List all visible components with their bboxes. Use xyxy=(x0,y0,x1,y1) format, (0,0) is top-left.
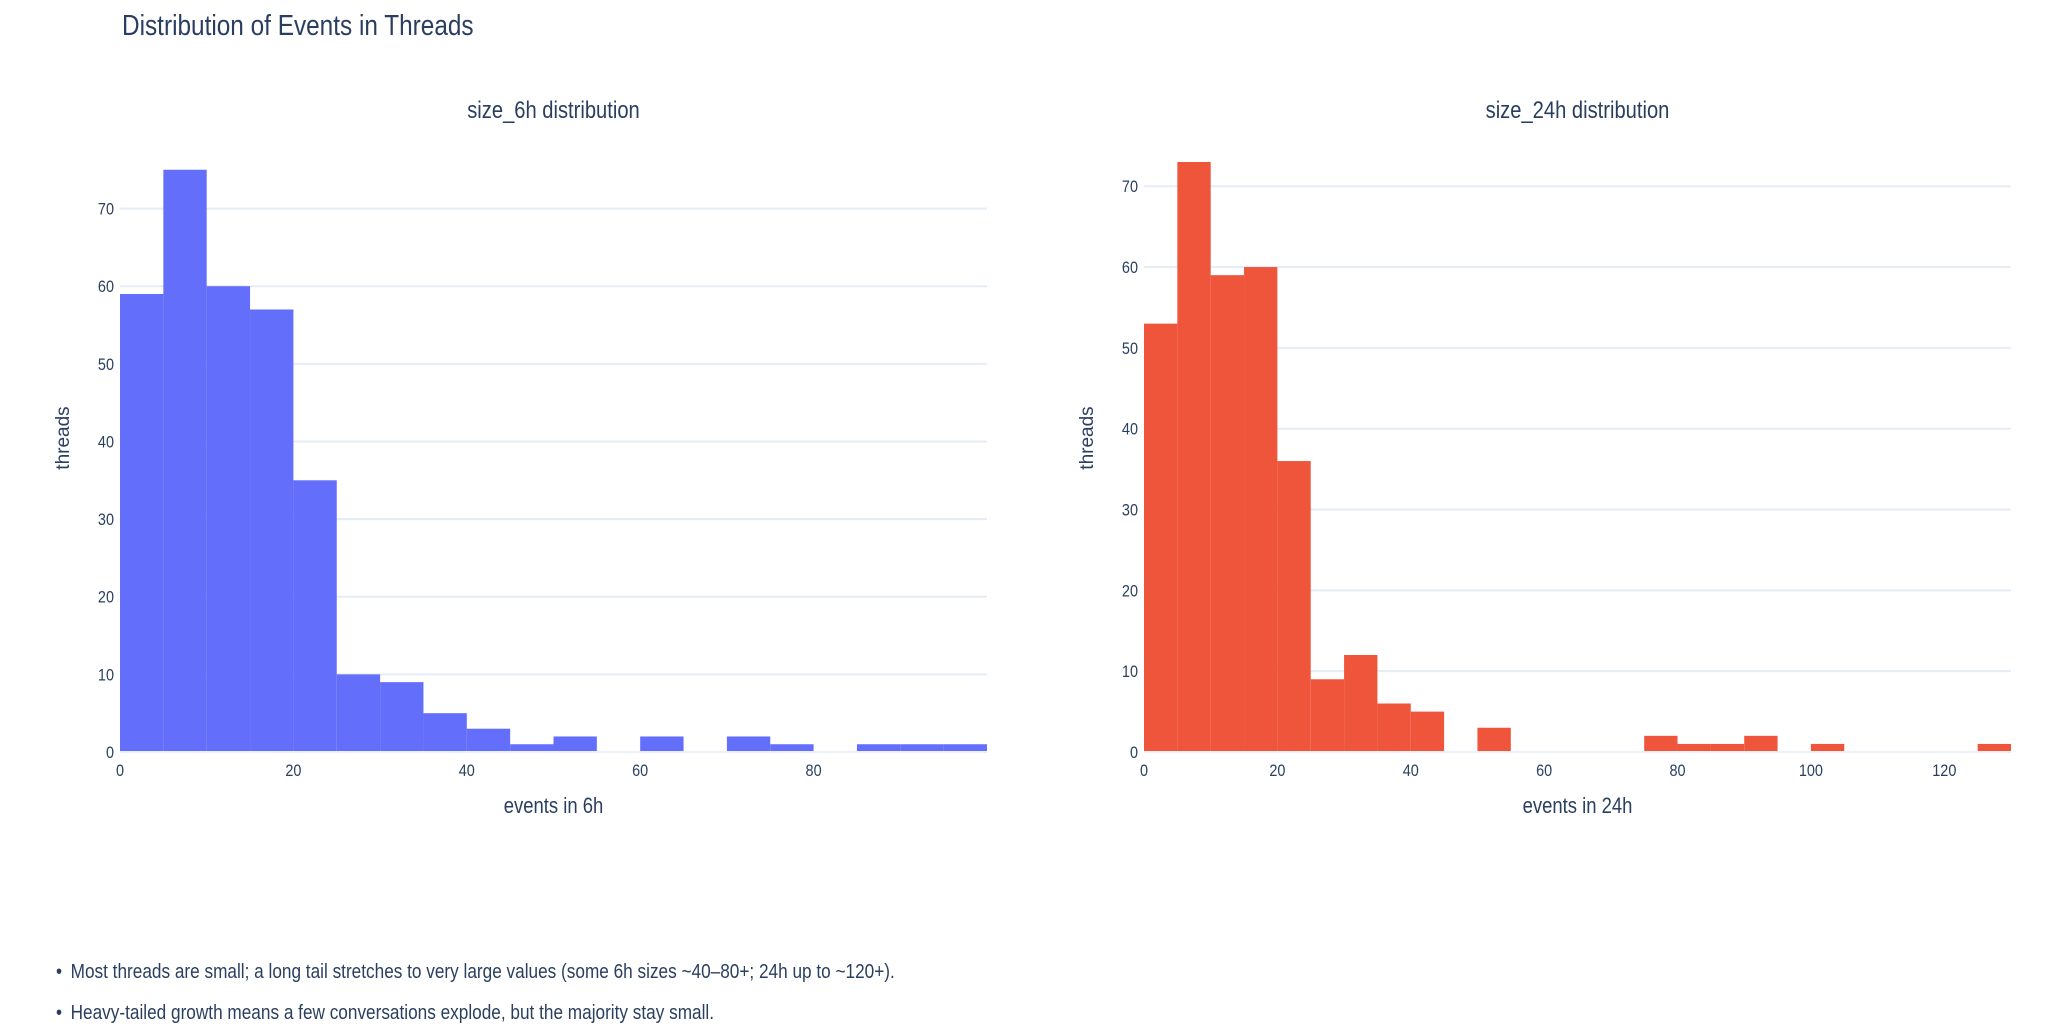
x-tick-label: 40 xyxy=(1403,762,1419,780)
y-tick-label: 40 xyxy=(98,433,114,451)
notes-list: Most threads are small; a long tail stre… xyxy=(56,952,1031,1034)
x-tick-label: 80 xyxy=(806,762,822,780)
chart-6h-svg: 0 10 20 30 40 50 60 70 0 20 40 60 80 size_6h distribu… xyxy=(53,96,987,819)
x-axis-label: events in 6h xyxy=(504,795,604,819)
x-tick-label: 0 xyxy=(116,762,124,780)
y-tick-label: 10 xyxy=(98,666,114,684)
chart-size-24h: 0 10 20 30 40 50 60 70 0 20 40 60 80 100 120 size_24h d… xyxy=(1024,80,2048,870)
histogram-bar xyxy=(726,736,771,752)
x-tick-label: 120 xyxy=(1932,762,1956,780)
x-tick-label: 60 xyxy=(632,762,648,780)
histogram-bar xyxy=(510,744,554,752)
y-tick-label: 30 xyxy=(1122,502,1138,520)
y-tick-label: 60 xyxy=(98,278,114,296)
y-axis-label: threads xyxy=(1077,406,1098,469)
histogram-bar xyxy=(1244,267,1278,752)
note-item: Heavy-tailed growth means a few conversa… xyxy=(56,993,895,1034)
x-tick-label: 100 xyxy=(1799,762,1823,780)
y-tick-label: 30 xyxy=(98,511,114,529)
histogram-bar xyxy=(1144,323,1178,752)
histogram-bar xyxy=(423,713,467,752)
y-tick-label: 70 xyxy=(98,201,114,219)
histogram-bar xyxy=(640,736,684,752)
histogram-bar xyxy=(1477,727,1511,752)
y-tick-label: 20 xyxy=(98,589,114,607)
y-tick-label: 0 xyxy=(1130,744,1138,762)
y-tick-label: 70 xyxy=(1122,178,1138,196)
y-tick-label: 50 xyxy=(1122,340,1138,358)
y-tick-label: 20 xyxy=(1122,582,1138,600)
histogram-bar xyxy=(1810,743,1845,752)
histogram-bar xyxy=(1744,735,1778,752)
y-tick-label: 40 xyxy=(1122,421,1138,439)
note-item: Most threads are small; a long tail stre… xyxy=(56,952,895,993)
chart-size-6h: 0 10 20 30 40 50 60 70 0 20 40 60 80 size_6h distribu… xyxy=(0,80,1024,870)
chart-title: size_24h distribution xyxy=(1486,96,1670,123)
y-tick-label: 60 xyxy=(1122,259,1138,277)
histogram-bar xyxy=(1710,743,1745,752)
x-tick-label: 80 xyxy=(1670,762,1686,780)
histogram-bar xyxy=(1377,703,1411,752)
histogram-bar xyxy=(943,744,987,752)
x-tick-label: 40 xyxy=(459,762,475,780)
histogram-bar xyxy=(1977,743,2011,752)
histogram-bar xyxy=(206,286,251,752)
y-tick-label: 0 xyxy=(106,744,114,762)
histogram-bar xyxy=(770,744,814,752)
histogram-bar xyxy=(120,293,164,752)
histogram-bar xyxy=(856,744,901,752)
y-tick-label: 10 xyxy=(1122,663,1138,681)
histogram-bar xyxy=(250,309,294,752)
histogram-bar xyxy=(336,674,381,752)
histogram-bar xyxy=(163,169,207,752)
histogram-bar xyxy=(466,728,511,752)
x-axis-label: events in 24h xyxy=(1523,795,1633,819)
chart-title: size_6h distribution xyxy=(467,96,640,123)
histogram-bar xyxy=(1277,461,1311,752)
histogram-bar xyxy=(1210,275,1245,752)
x-tick-label: 20 xyxy=(285,762,301,780)
x-tick-label: 60 xyxy=(1536,762,1552,780)
page-title: Distribution of Events in Threads xyxy=(122,10,474,42)
histogram-bar xyxy=(1644,735,1678,752)
histogram-bar xyxy=(553,736,597,752)
histogram-bar xyxy=(900,744,944,752)
x-tick-label: 20 xyxy=(1269,762,1285,780)
histogram-bar xyxy=(1177,162,1211,752)
y-tick-label: 50 xyxy=(98,356,114,374)
x-tick-label: 0 xyxy=(1140,762,1148,780)
histogram-bar xyxy=(1344,655,1378,752)
histogram-bar xyxy=(1310,679,1345,752)
histogram-bar xyxy=(1677,743,1711,752)
histogram-bar xyxy=(1410,711,1445,752)
histogram-bar xyxy=(380,682,424,752)
histogram-bar xyxy=(293,480,337,752)
chart-24h-svg: 0 10 20 30 40 50 60 70 0 20 40 60 80 100 120 size_24h d… xyxy=(1077,96,2011,819)
y-axis-label: threads xyxy=(53,406,74,469)
